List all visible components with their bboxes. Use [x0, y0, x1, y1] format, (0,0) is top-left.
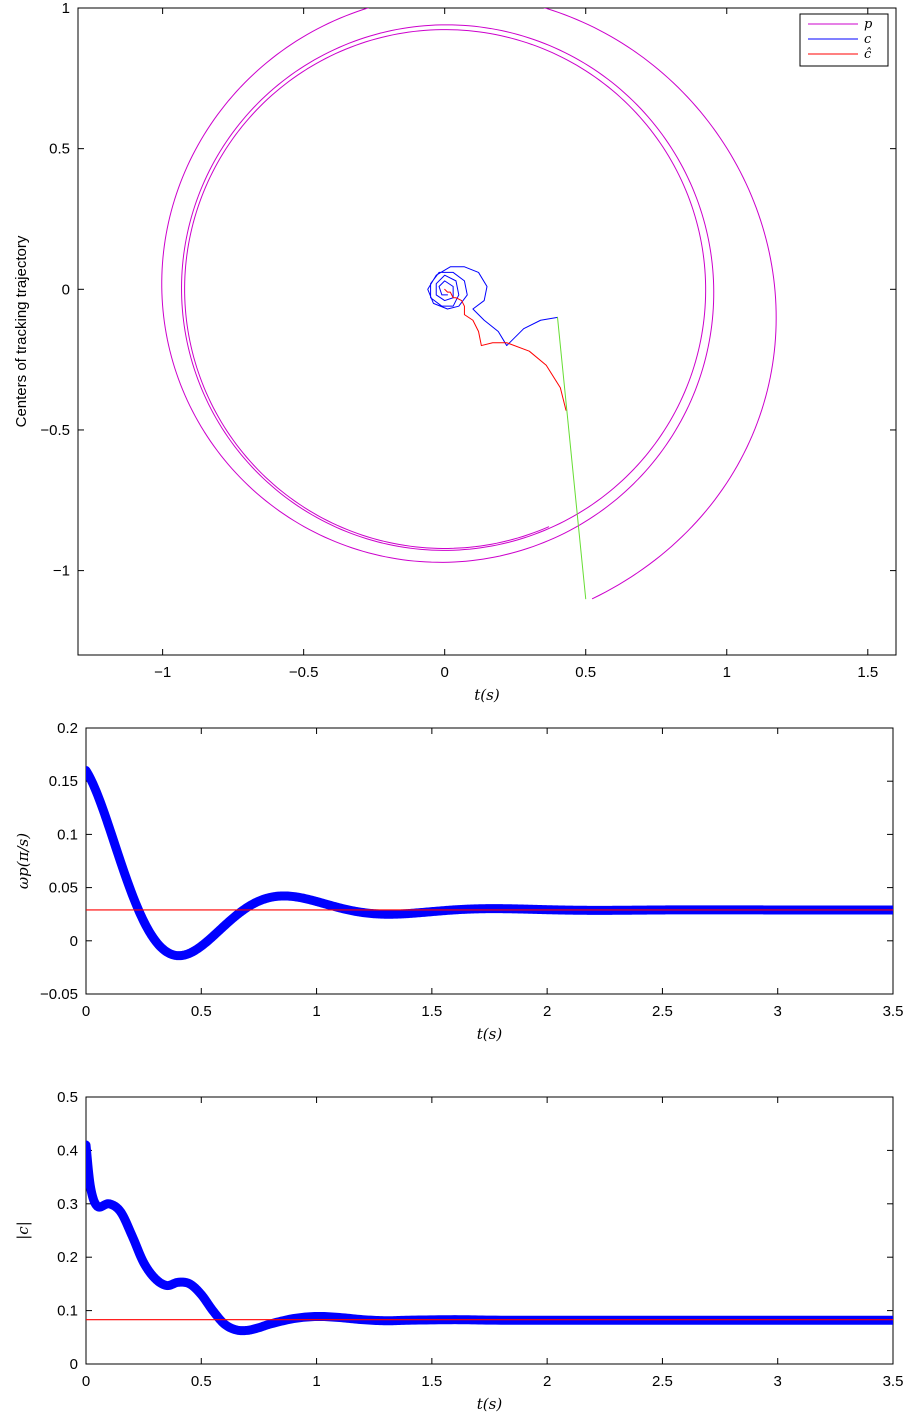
x-tick-label: 3 — [774, 1373, 782, 1390]
x-tick-label: 0.5 — [191, 1373, 212, 1390]
y-axis-label: |c| — [14, 1221, 32, 1240]
x-tick-label: −1 — [154, 664, 171, 681]
y-axis-label: Centers of tracking trajectory — [13, 235, 30, 427]
x-tick-label: 1.5 — [421, 1003, 442, 1020]
x-tick-label: 1 — [312, 1373, 320, 1390]
x-axis-label: t(s) — [477, 1025, 503, 1043]
plot-frame — [85, 727, 894, 995]
series-line-aux — [557, 316, 587, 600]
chart-3: 0 0.5 1 1.5 2 2.5 3 3.5 0.5 0.4 0.3 0.2 0.1 0 t(s) |c| — [14, 1089, 903, 1413]
x-tick-label: 2 — [543, 1003, 551, 1020]
y-tick-label: 0 — [62, 281, 70, 298]
x-tick-label: 3.5 — [883, 1003, 904, 1020]
y-tick-label: 0.1 — [57, 1303, 78, 1320]
x-tick-label: 2.5 — [652, 1003, 673, 1020]
y-tick-label: 0.5 — [57, 1089, 78, 1106]
x-tick-label: 0.5 — [575, 664, 596, 681]
plot-frame — [77, 7, 897, 656]
legend-label: ĉ — [864, 47, 872, 62]
chart-1: −1 −0.5 0 0.5 1 1.5 1 0.5 0 −0.5 −1 t(s) Centers of … — [13, 0, 897, 704]
y-tick-label: 0.05 — [49, 880, 78, 897]
x-tick-label: 0 — [82, 1003, 90, 1020]
y-tick-label: 1 — [62, 0, 70, 17]
x-tick-label: 3 — [774, 1003, 782, 1020]
y-tick-label: 0.2 — [57, 720, 78, 737]
y-tick-label: 0.4 — [57, 1142, 78, 1159]
legend-box — [799, 13, 889, 67]
x-tick-label: −0.5 — [289, 664, 319, 681]
chart-2: 0 0.5 1 1.5 2 2.5 3 3.50.20.150.10.050−0.05t(s)… — [14, 720, 903, 1043]
x-tick-label: 2 — [543, 1373, 551, 1390]
series-line-ĉ — [444, 288, 567, 411]
x-tick-label: 1 — [723, 664, 731, 681]
y-tick-label: 0 — [70, 933, 78, 950]
x-tick-label: 1.5 — [421, 1373, 442, 1390]
plot-frame — [85, 1096, 894, 1365]
y-tick-label: −0.5 — [40, 422, 70, 439]
y-tick-label: 0.1 — [57, 826, 78, 843]
y-tick-label: −1 — [53, 563, 70, 580]
legend-label: p — [864, 17, 873, 32]
y-axis-label: ωp(π/s) — [14, 833, 32, 889]
series-line-omega — [86, 766, 893, 961]
x-tick-label: 0 — [441, 664, 449, 681]
legend: pcĉ — [799, 13, 889, 67]
series-line-c-norm — [86, 1140, 893, 1336]
y-tick-label: 0 — [70, 1356, 78, 1373]
y-tick-label: 0.3 — [57, 1196, 78, 1213]
x-tick-label: 3.5 — [883, 1373, 904, 1390]
x-tick-label: 2.5 — [652, 1373, 673, 1390]
x-tick-label: 1.5 — [857, 664, 878, 681]
x-axis-label: t(s) — [474, 686, 500, 704]
y-tick-label: 0.15 — [49, 773, 78, 790]
x-axis-label: t(s) — [477, 1395, 503, 1413]
y-tick-label: 0.2 — [57, 1249, 78, 1266]
series-line-c — [427, 266, 559, 347]
y-tick-label: 0.5 — [49, 141, 70, 158]
x-tick-label: 0 — [82, 1373, 90, 1390]
series-line-p — [161, 8, 777, 600]
x-tick-label: 0.5 — [191, 1003, 212, 1020]
x-tick-label: 1 — [312, 1003, 320, 1020]
legend-label: c — [864, 32, 872, 47]
y-tick-label: −0.05 — [40, 986, 78, 1003]
